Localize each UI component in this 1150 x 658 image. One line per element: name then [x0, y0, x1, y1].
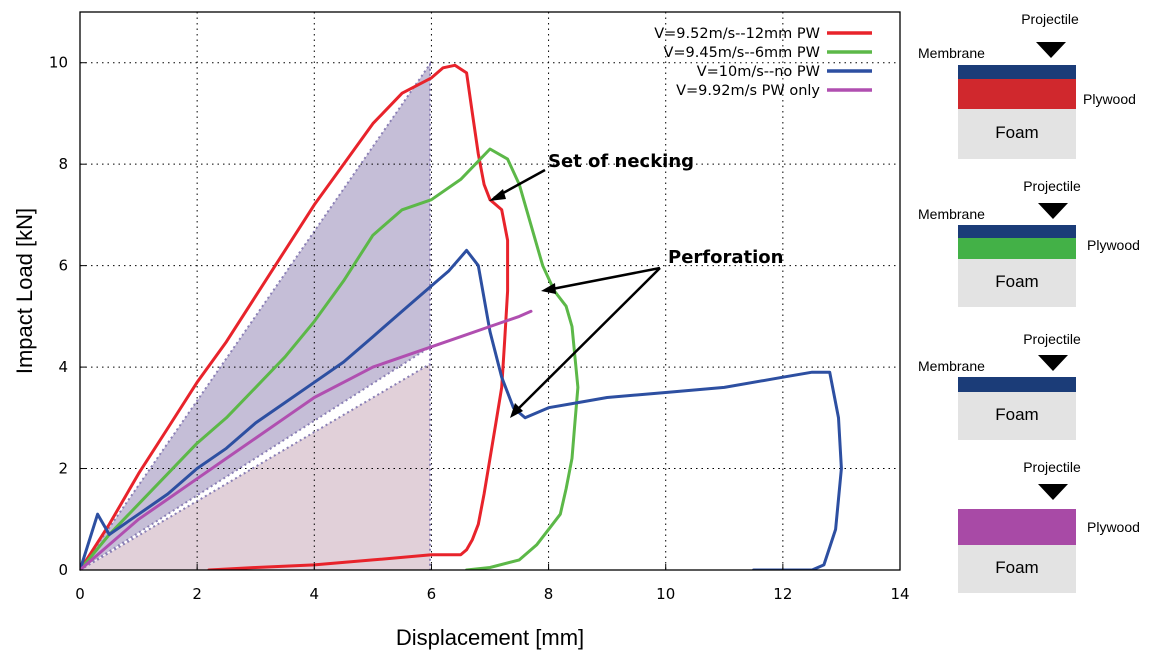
- y-axis-label: Impact Load [kN]: [12, 208, 37, 374]
- projectile-icon: [1036, 42, 1066, 58]
- schematic-diagrams: Projectile Membrane Plywood Foam Project…: [918, 11, 1140, 593]
- grid: [80, 12, 900, 570]
- legend-label-2: V=9.45m/s--6mm PW: [663, 45, 820, 61]
- arrow-perforation-2-head: [510, 403, 523, 418]
- x-axis-label: Displacement [mm]: [396, 625, 584, 650]
- plywood-label: Plywood: [1083, 91, 1136, 107]
- shade-dotted-edge-3: [79, 346, 431, 571]
- schematic-12mm-pw: Projectile Membrane Plywood Foam: [918, 11, 1136, 159]
- projectile-label: Projectile: [1023, 331, 1081, 347]
- foam-label: Foam: [995, 123, 1038, 142]
- membrane-layer: [958, 377, 1076, 392]
- plywood-layer: [958, 238, 1076, 259]
- y-tick-label: 6: [58, 257, 68, 275]
- series-line-2: [80, 147, 580, 570]
- foam-layer: [958, 545, 1076, 593]
- foam-layer: [958, 109, 1076, 159]
- shade-dotted-edge: [79, 60, 431, 571]
- series-line-4: [80, 309, 533, 570]
- x-tick-label: 8: [544, 585, 554, 603]
- x-tick-label: 14: [890, 585, 909, 603]
- x-tick-label: 12: [773, 585, 792, 603]
- x-tick-label: 10: [656, 585, 675, 603]
- y-tick-label: 2: [58, 460, 68, 478]
- y-tick-label: 10: [49, 54, 68, 72]
- foam-label: Foam: [995, 272, 1038, 291]
- x-tick-label: 2: [192, 585, 202, 603]
- plywood-label: Plywood: [1087, 519, 1140, 535]
- membrane-layer: [958, 65, 1076, 79]
- x-tick-label: 6: [427, 585, 437, 603]
- membrane-label: Membrane: [918, 206, 985, 222]
- arrow-perforation-1-head: [541, 283, 556, 294]
- projectile-icon: [1038, 203, 1068, 219]
- plot-frame: [79, 11, 901, 571]
- annotation-set-of-necking: Set of necking: [548, 151, 694, 172]
- foam-label: Foam: [995, 405, 1038, 424]
- plywood-layer: [958, 509, 1076, 545]
- arrow-perforation-1: [546, 266, 661, 292]
- arrow-necking-head: [489, 189, 506, 201]
- schematic-6mm-pw: Projectile Membrane Plywood Foam: [918, 178, 1140, 307]
- foam-layer: [958, 259, 1076, 307]
- plywood-label: Plywood: [1087, 237, 1140, 253]
- schematic-no-pw: Projectile Membrane Foam: [918, 331, 1081, 440]
- y-tick-labels: 0 2 4 6 8 10: [49, 54, 86, 579]
- series-lines: [80, 63, 843, 570]
- schematic-pw-only: Projectile Plywood Foam: [958, 459, 1140, 593]
- y-tick-label: 0: [58, 561, 68, 579]
- legend-label-4: V=9.92m/s PW only: [676, 83, 820, 99]
- legend-label-3: V=10m/s--no PW: [697, 64, 820, 80]
- annotation-perforation: Perforation: [668, 247, 783, 268]
- projectile-icon: [1038, 484, 1068, 500]
- membrane-label: Membrane: [918, 45, 985, 61]
- series-line-1: [80, 63, 510, 570]
- y-tick-label: 4: [58, 358, 68, 376]
- x-tick-labels: 0 2 4 6 8 10 12 14: [75, 564, 910, 603]
- arrow-perforation-2: [513, 267, 661, 414]
- projectile-label: Projectile: [1023, 178, 1081, 194]
- y-tick-label: 8: [58, 155, 68, 173]
- projectile-icon: [1038, 355, 1068, 371]
- annotations: Set of necking Perforation: [489, 151, 783, 418]
- membrane-label: Membrane: [918, 358, 985, 374]
- projectile-label: Projectile: [1023, 459, 1081, 475]
- legend: V=9.52m/s--12mm PW V=9.45m/s--6mm PW V=10m…: [654, 26, 872, 99]
- projectile-label: Projectile: [1021, 11, 1079, 27]
- membrane-layer: [958, 225, 1076, 238]
- x-tick-label: 4: [310, 585, 320, 603]
- legend-label-1: V=9.52m/s--12mm PW: [654, 26, 820, 42]
- foam-layer: [958, 392, 1076, 440]
- foam-label: Foam: [995, 558, 1038, 577]
- x-tick-label: 0: [75, 585, 85, 603]
- series-line-3: [80, 248, 843, 570]
- shaded-regions: [79, 60, 431, 571]
- plywood-layer: [958, 79, 1076, 109]
